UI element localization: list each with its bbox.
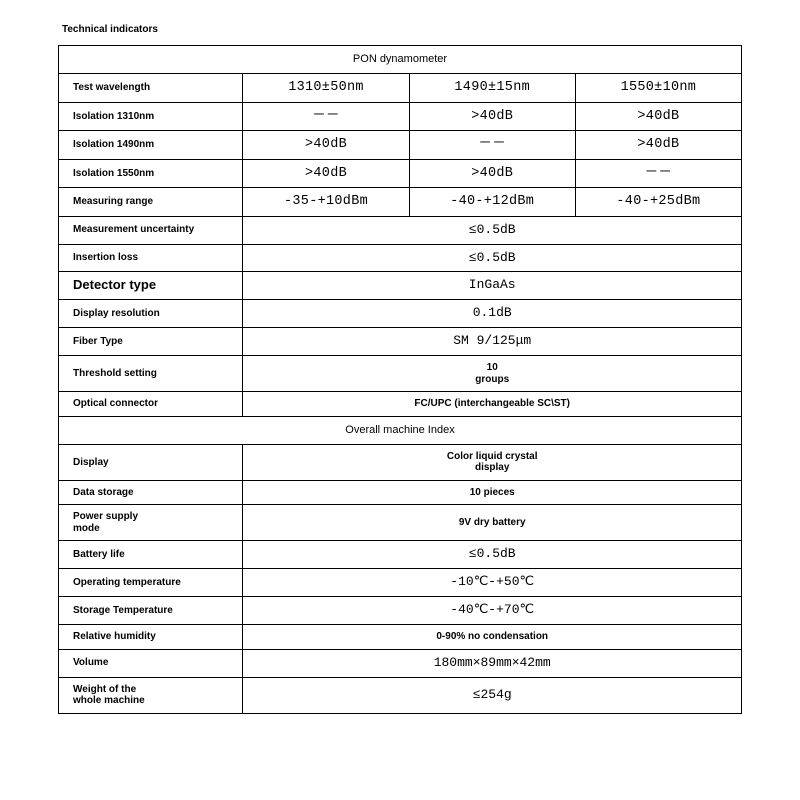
table-row: Weight of thewhole machine≤254g xyxy=(59,677,742,713)
section2-header: Overall machine Index xyxy=(59,416,742,444)
spec-value: 9V dry battery xyxy=(243,505,742,541)
spec-value: －－ xyxy=(409,131,575,160)
spec-value: FC/UPC (interchangeable SC\ST) xyxy=(243,392,742,417)
spec-value: 10groups xyxy=(243,356,742,392)
spec-value: －－ xyxy=(575,159,741,188)
table-row: Test wavelength1310±50nm1490±15nm1550±10… xyxy=(59,74,742,103)
spec-value: ≤254g xyxy=(243,677,742,713)
table-row: Optical connectorFC/UPC (interchangeable… xyxy=(59,392,742,417)
section1-header: PON dynamometer xyxy=(59,46,742,74)
spec-value: -40-+25dBm xyxy=(575,188,741,217)
table-row: Measuring range-35-+10dBm-40-+12dBm-40-+… xyxy=(59,188,742,217)
spec-value: Color liquid crystaldisplay xyxy=(243,444,742,480)
spec-value: >40dB xyxy=(575,102,741,131)
table-row: Battery life≤0.5dB xyxy=(59,541,742,569)
spec-label: Insertion loss xyxy=(59,244,243,272)
table-row: Isolation 1550nm>40dB>40dB－－ xyxy=(59,159,742,188)
table-row: Isolation 1310nm－－>40dB>40dB xyxy=(59,102,742,131)
spec-value: -35-+10dBm xyxy=(243,188,409,217)
spec-label: Power supplymode xyxy=(59,505,243,541)
spec-label: Operating temperature xyxy=(59,569,243,597)
spec-value: 1490±15nm xyxy=(409,74,575,103)
table-row: Display resolution0.1dB xyxy=(59,300,742,328)
spec-value: 10 pieces xyxy=(243,480,742,505)
spec-value: -40-+12dBm xyxy=(409,188,575,217)
spec-label: Isolation 1310nm xyxy=(59,102,243,131)
spec-value: InGaAs xyxy=(243,272,742,300)
spec-label: Test wavelength xyxy=(59,74,243,103)
table-row: Threshold setting10groups xyxy=(59,356,742,392)
spec-value: ≤0.5dB xyxy=(243,216,742,244)
spec-table: PON dynamometer Test wavelength1310±50nm… xyxy=(58,45,742,714)
table-row: Measurement uncertainty≤0.5dB xyxy=(59,216,742,244)
spec-label: Weight of thewhole machine xyxy=(59,677,243,713)
spec-label: Measurement uncertainty xyxy=(59,216,243,244)
spec-label: Detector type xyxy=(59,272,243,300)
table-row: Relative humidity0-90% no condensation xyxy=(59,625,742,650)
table-row: Operating temperature-10℃-+50℃ xyxy=(59,569,742,597)
spec-label: Battery life xyxy=(59,541,243,569)
spec-label: Measuring range xyxy=(59,188,243,217)
spec-label: Storage Temperature xyxy=(59,597,243,625)
spec-value: 0-90% no condensation xyxy=(243,625,742,650)
spec-value: >40dB xyxy=(409,159,575,188)
spec-label: Fiber Type xyxy=(59,328,243,356)
spec-label: Data storage xyxy=(59,480,243,505)
spec-value: ≤0.5dB xyxy=(243,244,742,272)
spec-value: -10℃-+50℃ xyxy=(243,569,742,597)
spec-label: Display xyxy=(59,444,243,480)
spec-value: -40℃-+70℃ xyxy=(243,597,742,625)
spec-label: Threshold setting xyxy=(59,356,243,392)
section-header-row: Overall machine Index xyxy=(59,416,742,444)
spec-value: 1310±50nm xyxy=(243,74,409,103)
spec-value: ≤0.5dB xyxy=(243,541,742,569)
spec-value: >40dB xyxy=(575,131,741,160)
table-row: Power supplymode9V dry battery xyxy=(59,505,742,541)
spec-label: Display resolution xyxy=(59,300,243,328)
spec-value: SM 9/125μm xyxy=(243,328,742,356)
table-row: Fiber TypeSM 9/125μm xyxy=(59,328,742,356)
table-row: DisplayColor liquid crystaldisplay xyxy=(59,444,742,480)
table-row: Isolation 1490nm>40dB－－>40dB xyxy=(59,131,742,160)
section-header-row: PON dynamometer xyxy=(59,46,742,74)
table-row: Storage Temperature-40℃-+70℃ xyxy=(59,597,742,625)
spec-label: Optical connector xyxy=(59,392,243,417)
spec-value: 0.1dB xyxy=(243,300,742,328)
spec-value: 180mm×89mm×42mm xyxy=(243,649,742,677)
spec-value: >40dB xyxy=(409,102,575,131)
spec-value: －－ xyxy=(243,102,409,131)
spec-label: Relative humidity xyxy=(59,625,243,650)
table-row: Detector typeInGaAs xyxy=(59,272,742,300)
spec-value: >40dB xyxy=(243,131,409,160)
spec-label: Isolation 1490nm xyxy=(59,131,243,160)
spec-value: 1550±10nm xyxy=(575,74,741,103)
spec-label: Isolation 1550nm xyxy=(59,159,243,188)
spec-value: >40dB xyxy=(243,159,409,188)
table-row: Volume180mm×89mm×42mm xyxy=(59,649,742,677)
table-row: Data storage10 pieces xyxy=(59,480,742,505)
page-title: Technical indicators xyxy=(62,24,742,35)
table-row: Insertion loss≤0.5dB xyxy=(59,244,742,272)
spec-label: Volume xyxy=(59,649,243,677)
